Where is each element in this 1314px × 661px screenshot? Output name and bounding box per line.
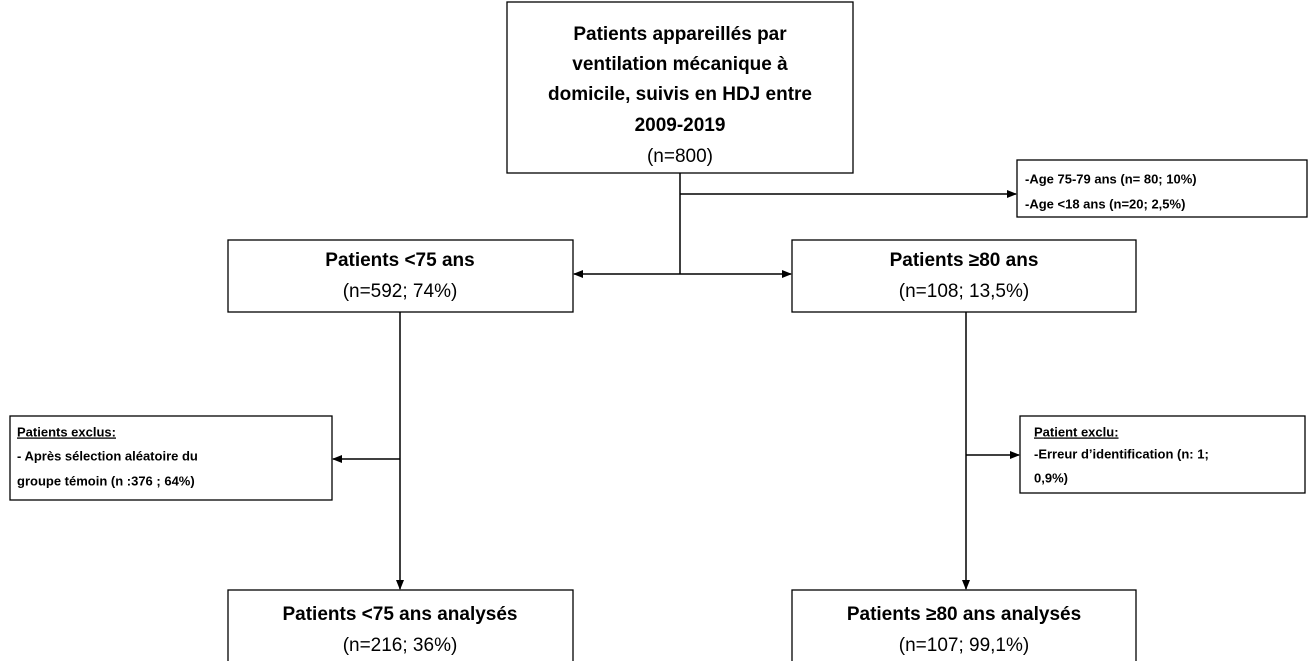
node-box <box>227 589 574 661</box>
exclusion-line: 0,9%) <box>1034 470 1068 485</box>
exclusion-box <box>9 415 333 501</box>
exclusion-line: -Age 75-79 ans (n= 80; 10%) <box>1025 171 1197 186</box>
exclusion-line: - Après sélection aléatoire du <box>17 448 198 463</box>
node-count: (n=800) <box>647 146 713 167</box>
node-count: (n=592; 74%) <box>343 281 458 302</box>
node-title: Patients ≥80 ans <box>890 250 1039 271</box>
node-box <box>506 1 854 174</box>
exclusion-heading: Patient exclu: <box>1034 424 1119 439</box>
node-box <box>227 239 574 313</box>
exclusion-line: groupe témoin (n :376 ; 64%) <box>17 473 195 488</box>
exclusion-box <box>1019 415 1306 494</box>
node-box <box>791 589 1137 661</box>
node-title: Patients <75 ans analysés <box>282 604 517 625</box>
node-title: domicile, suivis en HDJ entre <box>548 84 812 105</box>
exclusion-box <box>1016 159 1308 218</box>
node-title: 2009-2019 <box>635 115 726 136</box>
exclusion-heading: Patients exclus: <box>17 424 116 439</box>
node-box <box>791 239 1137 313</box>
node-count: (n=108; 13,5%) <box>899 281 1029 302</box>
node-title: ventilation mécanique à <box>572 54 788 75</box>
exclusion-line: -Age <18 ans (n=20; 2,5%) <box>1025 196 1185 211</box>
node-count: (n=107; 99,1%) <box>899 635 1029 656</box>
exclusion-line: -Erreur d’identification (n: 1; <box>1034 446 1209 461</box>
node-title: Patients appareillés par <box>573 24 787 45</box>
node-title: Patients <75 ans <box>325 250 474 271</box>
node-title: Patients ≥80 ans analysés <box>847 604 1081 625</box>
node-count: (n=216; 36%) <box>343 635 458 656</box>
